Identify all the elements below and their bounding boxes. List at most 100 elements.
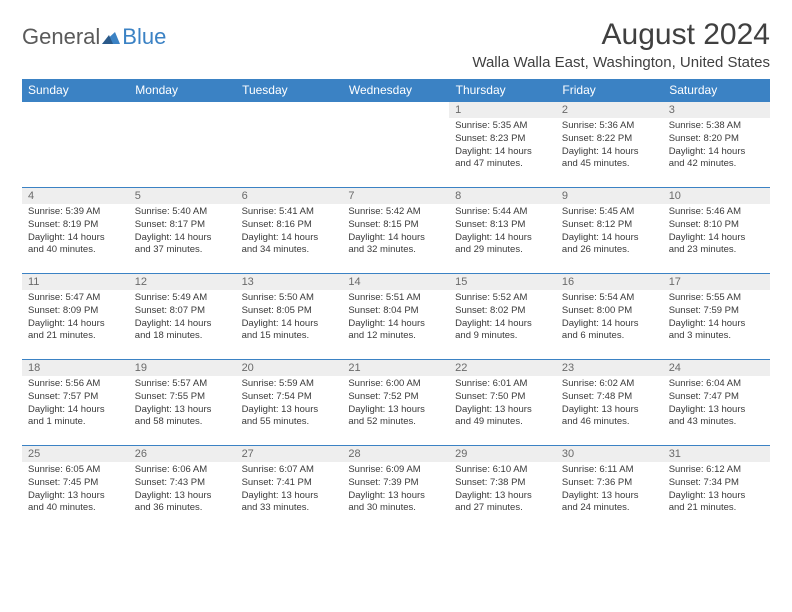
day-info: Sunrise: 6:06 AMSunset: 7:43 PMDaylight:…: [129, 462, 236, 517]
daylight-text: Daylight: 14 hours and 3 minutes.: [669, 318, 764, 344]
day-info: Sunrise: 6:09 AMSunset: 7:39 PMDaylight:…: [342, 462, 449, 517]
sunset-text: Sunset: 8:20 PM: [669, 133, 764, 146]
sunset-text: Sunset: 7:41 PM: [242, 477, 337, 490]
day-number: 11: [22, 274, 129, 290]
month-year-title: August 2024: [472, 18, 770, 52]
calendar-head: SundayMondayTuesdayWednesdayThursdayFrid…: [22, 79, 770, 102]
sunrise-text: Sunrise: 6:05 AM: [28, 464, 123, 477]
calendar-cell: 3Sunrise: 5:38 AMSunset: 8:20 PMDaylight…: [663, 102, 770, 188]
daylight-text: Daylight: 13 hours and 24 minutes.: [562, 490, 657, 516]
sunset-text: Sunset: 7:43 PM: [135, 477, 230, 490]
sunset-text: Sunset: 7:50 PM: [455, 391, 550, 404]
calendar-cell: 4Sunrise: 5:39 AMSunset: 8:19 PMDaylight…: [22, 188, 129, 274]
sunset-text: Sunset: 8:23 PM: [455, 133, 550, 146]
sunrise-text: Sunrise: 6:06 AM: [135, 464, 230, 477]
day-number: 31: [663, 446, 770, 462]
calendar-cell: 30Sunrise: 6:11 AMSunset: 7:36 PMDayligh…: [556, 446, 663, 532]
calendar-cell: 12Sunrise: 5:49 AMSunset: 8:07 PMDayligh…: [129, 274, 236, 360]
calendar-cell: 19Sunrise: 5:57 AMSunset: 7:55 PMDayligh…: [129, 360, 236, 446]
day-number: 17: [663, 274, 770, 290]
day-info: Sunrise: 5:54 AMSunset: 8:00 PMDaylight:…: [556, 290, 663, 345]
daylight-text: Daylight: 14 hours and 47 minutes.: [455, 146, 550, 172]
daylight-text: Daylight: 14 hours and 9 minutes.: [455, 318, 550, 344]
daylight-text: Daylight: 13 hours and 33 minutes.: [242, 490, 337, 516]
day-info: Sunrise: 5:47 AMSunset: 8:09 PMDaylight:…: [22, 290, 129, 345]
day-number: 29: [449, 446, 556, 462]
daylight-text: Daylight: 13 hours and 46 minutes.: [562, 404, 657, 430]
sunrise-text: Sunrise: 5:45 AM: [562, 206, 657, 219]
daylight-text: Daylight: 14 hours and 26 minutes.: [562, 232, 657, 258]
day-number: 15: [449, 274, 556, 290]
day-header: Saturday: [663, 79, 770, 102]
day-number: 22: [449, 360, 556, 376]
sunset-text: Sunset: 7:34 PM: [669, 477, 764, 490]
sunset-text: Sunset: 7:48 PM: [562, 391, 657, 404]
day-number: 16: [556, 274, 663, 290]
day-number: 26: [129, 446, 236, 462]
sunrise-text: Sunrise: 6:07 AM: [242, 464, 337, 477]
calendar-week: 25Sunrise: 6:05 AMSunset: 7:45 PMDayligh…: [22, 446, 770, 532]
sunrise-text: Sunrise: 5:57 AM: [135, 378, 230, 391]
calendar-cell: 18Sunrise: 5:56 AMSunset: 7:57 PMDayligh…: [22, 360, 129, 446]
sunrise-text: Sunrise: 5:50 AM: [242, 292, 337, 305]
day-number: 21: [342, 360, 449, 376]
calendar-cell: 2Sunrise: 5:36 AMSunset: 8:22 PMDaylight…: [556, 102, 663, 188]
sunrise-text: Sunrise: 5:40 AM: [135, 206, 230, 219]
calendar-cell: [342, 102, 449, 188]
sunrise-text: Sunrise: 5:47 AM: [28, 292, 123, 305]
daylight-text: Daylight: 14 hours and 23 minutes.: [669, 232, 764, 258]
triangle-icon: [102, 30, 120, 44]
sunset-text: Sunset: 8:05 PM: [242, 305, 337, 318]
sunrise-text: Sunrise: 6:01 AM: [455, 378, 550, 391]
daylight-text: Daylight: 13 hours and 58 minutes.: [135, 404, 230, 430]
sunrise-text: Sunrise: 5:36 AM: [562, 120, 657, 133]
sunset-text: Sunset: 8:02 PM: [455, 305, 550, 318]
day-info: Sunrise: 5:46 AMSunset: 8:10 PMDaylight:…: [663, 204, 770, 259]
calendar-cell: 29Sunrise: 6:10 AMSunset: 7:38 PMDayligh…: [449, 446, 556, 532]
daylight-text: Daylight: 13 hours and 36 minutes.: [135, 490, 230, 516]
day-info: Sunrise: 5:44 AMSunset: 8:13 PMDaylight:…: [449, 204, 556, 259]
day-info: Sunrise: 5:41 AMSunset: 8:16 PMDaylight:…: [236, 204, 343, 259]
calendar-cell: [22, 102, 129, 188]
logo-text-blue: Blue: [122, 24, 166, 50]
calendar-cell: 7Sunrise: 5:42 AMSunset: 8:15 PMDaylight…: [342, 188, 449, 274]
sunrise-text: Sunrise: 6:00 AM: [348, 378, 443, 391]
day-number: 9: [556, 188, 663, 204]
sunset-text: Sunset: 7:55 PM: [135, 391, 230, 404]
daylight-text: Daylight: 13 hours and 49 minutes.: [455, 404, 550, 430]
calendar-cell: [129, 102, 236, 188]
sunrise-text: Sunrise: 6:09 AM: [348, 464, 443, 477]
day-info: Sunrise: 5:59 AMSunset: 7:54 PMDaylight:…: [236, 376, 343, 431]
sunrise-text: Sunrise: 5:41 AM: [242, 206, 337, 219]
calendar-cell: 13Sunrise: 5:50 AMSunset: 8:05 PMDayligh…: [236, 274, 343, 360]
calendar-cell: 8Sunrise: 5:44 AMSunset: 8:13 PMDaylight…: [449, 188, 556, 274]
day-info: Sunrise: 5:35 AMSunset: 8:23 PMDaylight:…: [449, 118, 556, 173]
sunset-text: Sunset: 8:00 PM: [562, 305, 657, 318]
day-number: 23: [556, 360, 663, 376]
day-info: Sunrise: 5:57 AMSunset: 7:55 PMDaylight:…: [129, 376, 236, 431]
day-info: Sunrise: 6:07 AMSunset: 7:41 PMDaylight:…: [236, 462, 343, 517]
day-info: Sunrise: 5:52 AMSunset: 8:02 PMDaylight:…: [449, 290, 556, 345]
logo: General Blue: [22, 18, 166, 50]
sunset-text: Sunset: 8:04 PM: [348, 305, 443, 318]
day-number: 10: [663, 188, 770, 204]
day-info: Sunrise: 6:02 AMSunset: 7:48 PMDaylight:…: [556, 376, 663, 431]
day-number: 27: [236, 446, 343, 462]
sunrise-text: Sunrise: 6:12 AM: [669, 464, 764, 477]
day-number: 6: [236, 188, 343, 204]
sunset-text: Sunset: 8:09 PM: [28, 305, 123, 318]
day-info: Sunrise: 6:10 AMSunset: 7:38 PMDaylight:…: [449, 462, 556, 517]
calendar-cell: 23Sunrise: 6:02 AMSunset: 7:48 PMDayligh…: [556, 360, 663, 446]
day-info: Sunrise: 5:56 AMSunset: 7:57 PMDaylight:…: [22, 376, 129, 431]
sunset-text: Sunset: 7:47 PM: [669, 391, 764, 404]
sunrise-text: Sunrise: 5:56 AM: [28, 378, 123, 391]
calendar-cell: [236, 102, 343, 188]
calendar-cell: 6Sunrise: 5:41 AMSunset: 8:16 PMDaylight…: [236, 188, 343, 274]
sunset-text: Sunset: 8:17 PM: [135, 219, 230, 232]
sunrise-text: Sunrise: 5:46 AM: [669, 206, 764, 219]
sunset-text: Sunset: 8:13 PM: [455, 219, 550, 232]
daylight-text: Daylight: 14 hours and 1 minute.: [28, 404, 123, 430]
sunrise-text: Sunrise: 5:35 AM: [455, 120, 550, 133]
calendar-week: 1Sunrise: 5:35 AMSunset: 8:23 PMDaylight…: [22, 102, 770, 188]
header: General Blue August 2024 Walla Walla Eas…: [22, 18, 770, 71]
